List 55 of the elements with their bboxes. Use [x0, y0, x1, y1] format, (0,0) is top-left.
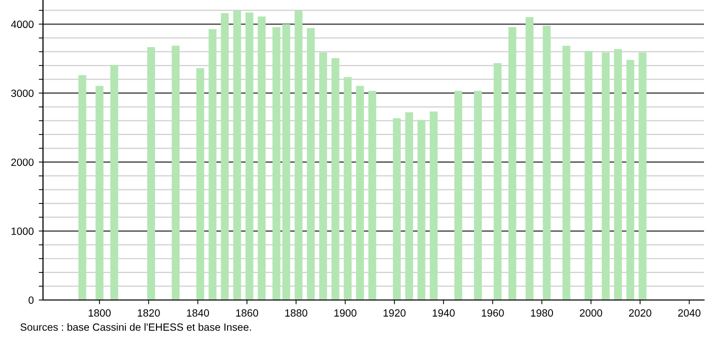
bar — [196, 68, 204, 300]
x-tick-label: 2020 — [629, 309, 652, 317]
bar — [172, 46, 180, 300]
x-tick-label: 1940 — [432, 309, 455, 317]
y-tick-label: 4000 — [11, 20, 34, 28]
bar — [78, 75, 86, 300]
y-tick-label: 3000 — [11, 90, 34, 97]
bar — [405, 112, 414, 300]
bar — [233, 10, 242, 300]
x-tick-label: 1860 — [236, 309, 258, 317]
bar — [602, 52, 610, 300]
bar — [562, 46, 570, 300]
bar — [474, 90, 482, 300]
y-tick-label: 2000 — [11, 158, 34, 166]
bar — [110, 64, 118, 300]
bar — [526, 17, 534, 300]
bar — [638, 52, 646, 300]
x-tick-label: 1920 — [384, 309, 406, 317]
bar — [392, 118, 401, 300]
bar — [306, 28, 315, 300]
x-tick-label: 1880 — [285, 309, 308, 317]
x-tick-label: 2040 — [678, 309, 700, 317]
bar — [258, 16, 266, 300]
bar — [454, 90, 462, 300]
bar — [294, 10, 302, 300]
bar — [417, 120, 426, 300]
y-tick-label: 1000 — [12, 228, 34, 235]
bar — [626, 60, 634, 300]
bar — [208, 29, 216, 300]
bar — [614, 49, 622, 300]
bar — [220, 13, 229, 300]
x-tick-label: 2000 — [580, 309, 602, 317]
bar — [344, 77, 352, 300]
source-note: Sources : base Cassini de l'EHESS et base Insee. — [20, 323, 251, 331]
bar — [494, 63, 502, 300]
bar — [319, 52, 328, 300]
bar — [245, 12, 254, 300]
bar — [331, 58, 340, 300]
bar — [282, 24, 290, 300]
x-tick-label: 1820 — [138, 309, 160, 317]
x-tick-label: 1800 — [88, 309, 111, 317]
bar — [272, 27, 280, 300]
x-tick-label: 1960 — [482, 309, 504, 317]
bar — [542, 26, 551, 300]
x-tick-label: 1900 — [334, 309, 356, 317]
x-tick-label: 1840 — [187, 309, 209, 317]
x-tick-label: 1980 — [531, 309, 553, 317]
y-tick-label: 0 — [28, 296, 34, 304]
bar — [584, 50, 592, 300]
bar — [147, 47, 156, 300]
bar — [508, 27, 516, 300]
bar — [368, 90, 376, 300]
bar — [96, 86, 104, 300]
bar — [430, 112, 438, 300]
bar — [356, 86, 364, 300]
